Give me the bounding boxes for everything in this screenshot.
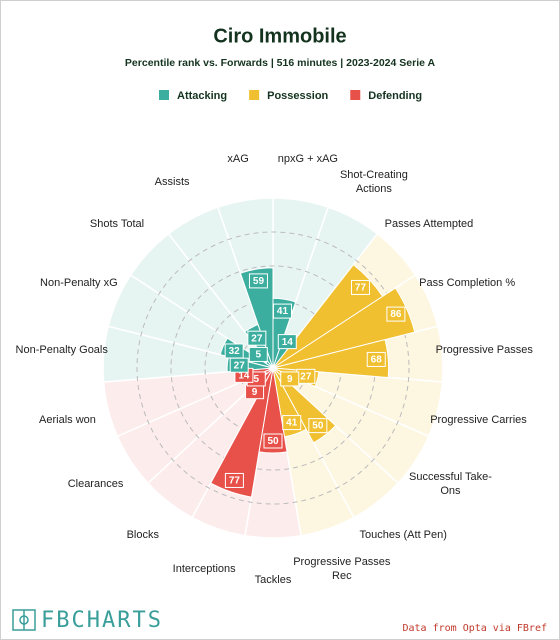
value-label: 41 (277, 306, 289, 317)
category-label: Tackles (254, 574, 292, 586)
value-label-box (248, 346, 268, 362)
chart-subtitle: Percentile rank vs. Forwards | 516 minut… (125, 57, 436, 69)
category-label: Aerials won (39, 414, 96, 427)
value-label: 9 (287, 374, 293, 385)
value-label-box (247, 330, 267, 346)
category-label: Successful Take-Ons (408, 470, 492, 497)
value-label: 77 (355, 283, 367, 294)
value-label: 32 (229, 346, 241, 357)
value-label-box (350, 279, 370, 295)
category-label: xAG (227, 152, 249, 165)
value-label-box (224, 472, 244, 488)
value-label-box (386, 306, 406, 322)
category-label: Interceptions (172, 562, 236, 575)
chart-title: Ciro Immobile (213, 25, 346, 47)
category-label: Non-Penalty xG (40, 276, 118, 289)
logo-text: FBCHARTS (41, 608, 163, 633)
legend-label: Attacking (177, 90, 227, 102)
category-label: npxG + xAG (277, 152, 338, 165)
value-label: 27 (300, 371, 312, 382)
bar (272, 339, 390, 379)
value-label-box (272, 303, 292, 319)
value-label: 50 (312, 421, 324, 432)
legend-label: Possession (267, 90, 328, 102)
value-label-box (248, 273, 268, 289)
legend-swatch (350, 90, 361, 100)
legend-swatch (159, 90, 169, 100)
category-label: Progressive Carries (430, 414, 527, 427)
value-label: 27 (251, 333, 263, 344)
bar (272, 287, 416, 369)
bar (210, 367, 274, 498)
category-label: Progressive Passes Rec (293, 555, 391, 582)
value-label: 59 (253, 276, 265, 287)
legend-label: Defending (368, 90, 422, 102)
logo-icon (19, 615, 29, 625)
grid-ring (136, 231, 410, 505)
category-label: Shots Total (89, 218, 145, 231)
value-label: 9 (252, 387, 258, 398)
source: Data from Opta via FBref (403, 623, 548, 634)
value-label: 77 (229, 476, 241, 487)
value-label: 5 (256, 350, 262, 361)
value-label-box (263, 433, 283, 449)
value-label: 14 (238, 371, 250, 382)
value-label-box (224, 343, 244, 359)
category-label: Clearances (67, 477, 124, 490)
value-label-box (282, 415, 302, 431)
category-label: Passes Attempted (384, 218, 474, 231)
value-label-box (366, 351, 386, 367)
logo: FBCHARTS (12, 608, 163, 633)
category-label: Progressive Passes (435, 344, 533, 357)
value-label-box (308, 418, 328, 434)
category-label: Shot-Creating Actions (339, 168, 408, 195)
category-label: Blocks (126, 529, 159, 542)
value-label: 86 (390, 309, 402, 320)
value-label: 27 (234, 360, 246, 371)
legend: Attacking Possession Defending (159, 90, 422, 102)
value-label: 50 (267, 436, 279, 447)
value-label: 68 (371, 355, 383, 366)
value-label: 14 (282, 337, 294, 348)
category-label: Non-Penalty Goals (15, 344, 108, 357)
category-label: Pass Completion % (419, 276, 516, 289)
value-label: 41 (286, 418, 298, 429)
legend-swatch (249, 90, 260, 100)
value-label: 5 (253, 374, 259, 385)
value-label-box (280, 371, 300, 387)
value-label-box (277, 334, 297, 350)
category-label: Assists (154, 175, 190, 188)
category-label: Touches (Att Pen) (359, 529, 447, 542)
